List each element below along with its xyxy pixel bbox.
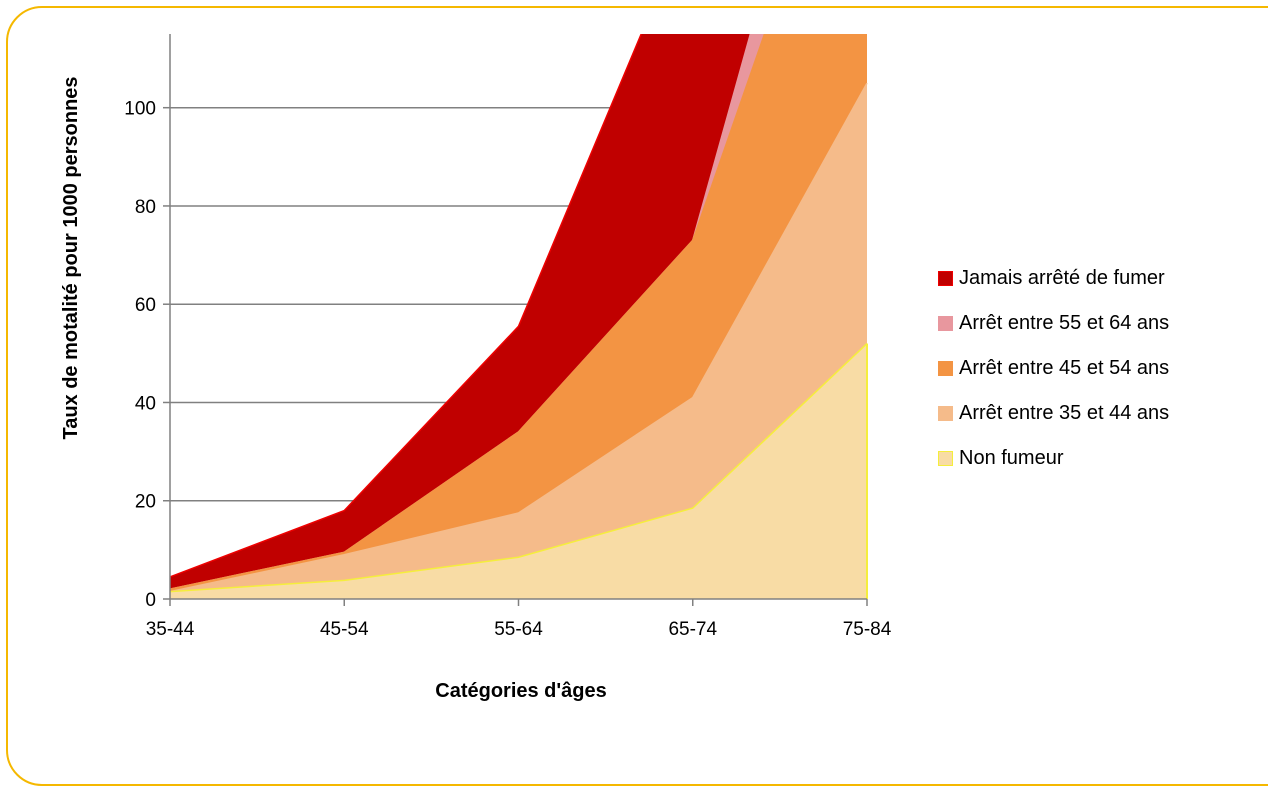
legend-label: Arrêt entre 35 et 44 ans <box>959 402 1170 424</box>
y-tick-label: 40 <box>135 393 156 414</box>
y-tick-labels: 0 20 40 60 80 100 <box>124 99 156 611</box>
x-axis-title: Catégories d'âges <box>435 680 606 702</box>
legend-swatch <box>938 406 953 421</box>
legend-item: Non fumeur <box>938 436 1169 481</box>
area-series-5 <box>170 343 867 599</box>
x-tick-labels: 35-44 45-54 55-64 65-74 75-84 <box>146 619 892 640</box>
x-tick-label: 65-74 <box>668 619 717 640</box>
legend-swatch <box>938 316 953 331</box>
legend-label: Arrêt entre 55 et 64 ans <box>959 312 1170 334</box>
y-axis-title: Taux de motalité pour 1000 personnes <box>60 76 82 439</box>
plot-areas <box>170 34 868 599</box>
legend-label: Non fumeur <box>959 447 1064 469</box>
axes <box>163 34 868 606</box>
y-tick-label: 20 <box>135 492 156 513</box>
line-series-3 <box>170 34 766 590</box>
legend-swatch <box>938 451 953 466</box>
x-tick-label: 35-44 <box>146 619 195 640</box>
y-tick-label: 100 <box>124 99 156 120</box>
y-tick-label: 60 <box>135 295 156 316</box>
line-series-5 <box>170 342 868 593</box>
y-tick-label: 0 <box>145 590 156 611</box>
legend-item: Arrêt entre 35 et 44 ans <box>938 391 1169 436</box>
legend-item: Arrêt entre 55 et 64 ans <box>938 301 1169 346</box>
x-tick-label: 45-54 <box>320 619 369 640</box>
legend-swatch <box>938 361 953 376</box>
legend-label: Arrêt entre 45 et 54 ans <box>959 357 1170 379</box>
legend: Jamais arrêté de fumer Arrêt entre 55 et … <box>938 256 1169 481</box>
line-series-1 <box>170 34 643 578</box>
legend-label: Jamais arrêté de fumer <box>959 267 1165 289</box>
line-series-4 <box>170 82 868 593</box>
legend-item: Arrêt entre 45 et 54 ans <box>938 346 1169 391</box>
x-tick-label: 55-64 <box>494 619 543 640</box>
x-tick-label: 75-84 <box>843 619 892 640</box>
y-tick-label: 80 <box>135 197 156 218</box>
area-chart: 0 20 40 60 80 100 35-44 45-54 55-64 65-74 75-84 T… <box>60 34 892 702</box>
legend-item: Jamais arrêté de fumer <box>938 256 1169 301</box>
area-series-4 <box>170 83 867 599</box>
legend-swatch <box>938 271 953 286</box>
